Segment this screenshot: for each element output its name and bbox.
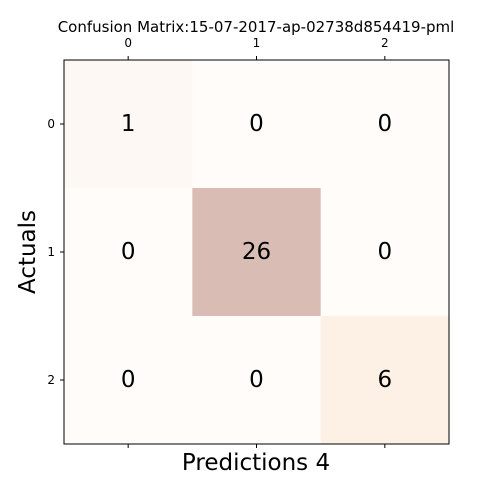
heatmap-cell-r2-c1 [192,316,322,445]
x-tick-label-1: 1 [253,36,261,50]
heatmap-cell-r1-c2 [320,188,450,317]
cell-value-r0-c0: 1 [121,111,136,137]
cell-value-r1-c1: 26 [242,239,271,265]
x-tick-label-0: 0 [124,36,132,50]
y-axis: 0 1 2 [47,117,64,387]
heatmap-cell-r1-c1 [192,188,322,317]
cell-value-r0-c1: 0 [249,111,264,137]
y-tick-label-1: 1 [47,245,55,259]
x-axis-label: Predictions 4 [182,450,330,476]
x-tick-label-2: 2 [381,36,389,50]
cell-value-r2-c0: 0 [121,367,136,393]
y-tick-label-0: 0 [47,117,55,131]
heatmap-cells [64,60,450,445]
cell-value-r0-c2: 0 [378,111,393,137]
chart-title: Confusion Matrix:15-07-2017-ap-02738d854… [58,18,455,36]
heatmap-cell-r0-c1 [192,60,322,189]
heatmap-cell-r2-c0 [64,316,193,445]
cell-value-labels: 1 0 0 0 26 0 0 0 6 [121,111,392,393]
heatmap-cell-r0-c2 [320,60,450,189]
heatmap-cell-r1-c0 [64,188,193,317]
cell-value-r2-c1: 0 [249,367,264,393]
cell-value-r2-c2: 6 [378,367,393,393]
y-axis-label: Actuals [15,210,41,294]
cell-value-r1-c0: 0 [121,239,136,265]
cell-value-r1-c2: 0 [378,239,393,265]
heatmap-cell-r2-c2 [320,316,450,445]
x-axis: 0 1 2 [124,36,389,448]
y-tick-label-2: 2 [47,373,55,387]
heatmap-cell-r0-c0 [64,60,193,189]
